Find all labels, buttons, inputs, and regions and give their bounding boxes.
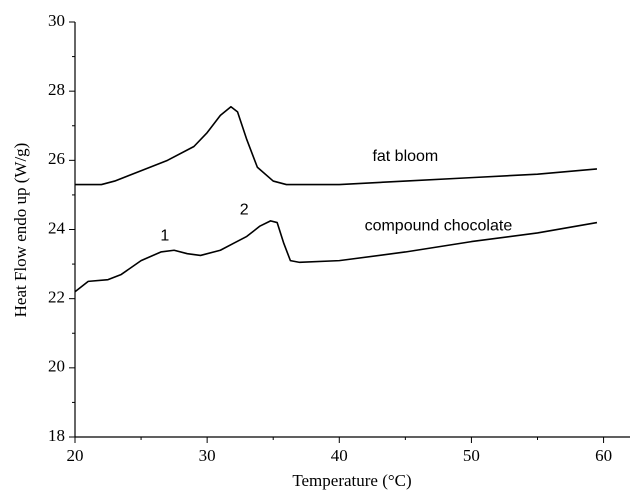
y-tick-label: 18 (48, 426, 65, 445)
x-tick-label: 20 (67, 446, 84, 465)
x-tick-label: 60 (595, 446, 612, 465)
series-line (74, 220, 598, 293)
series-line (75, 105, 598, 186)
x-tick-label: 30 (199, 446, 216, 465)
y-tick-label: 30 (48, 11, 65, 30)
y-axis-label: Heat Flow endo up (W/g) (11, 143, 30, 318)
annotation: 2 (240, 202, 249, 219)
y-tick-label: 28 (48, 80, 65, 99)
y-tick-label: 26 (48, 149, 65, 168)
y-tick-label: 24 (48, 218, 66, 237)
y-tick-label: 20 (48, 357, 65, 376)
x-tick-label: 40 (331, 446, 348, 465)
annotation: 1 (160, 228, 169, 245)
x-tick-label: 50 (463, 446, 480, 465)
x-axis-label: Temperature (°C) (292, 471, 411, 490)
annotation: compound chocolate (365, 217, 513, 234)
y-tick-label: 22 (48, 288, 65, 307)
annotation: fat bloom (372, 148, 438, 165)
